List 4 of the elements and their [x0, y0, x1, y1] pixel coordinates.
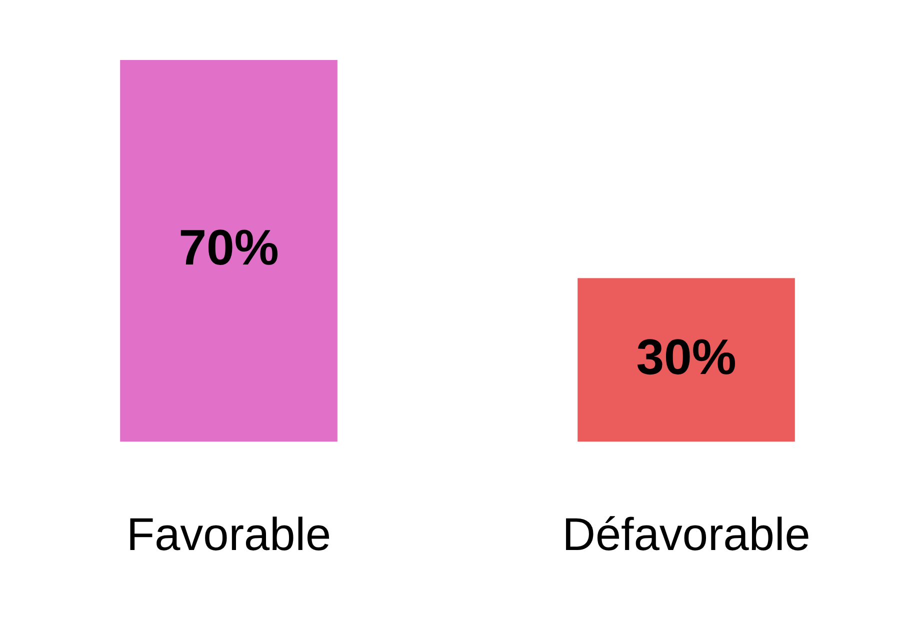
x-tick-label: Favorable: [126, 508, 332, 560]
data-label: 70%: [178, 220, 279, 276]
x-tick-label: Défavorable: [562, 508, 810, 560]
data-label: 30%: [636, 328, 736, 385]
